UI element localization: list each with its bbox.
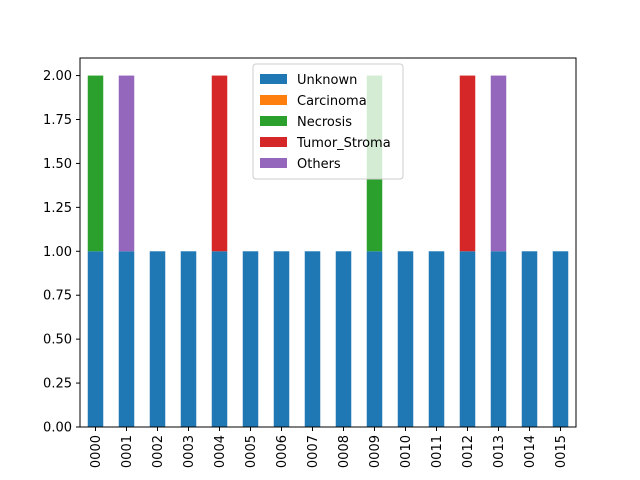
bar-tumor_stroma-0004	[211, 75, 228, 252]
bar-unknown-0012	[459, 251, 476, 427]
bar-unknown-0002	[149, 251, 166, 427]
bar-unknown-0015	[552, 251, 569, 427]
y-tick-label: 0.25	[43, 377, 72, 392]
legend-swatch-tumor_stroma	[260, 137, 287, 147]
bar-others-0013	[490, 75, 507, 252]
bar-unknown-0001	[118, 251, 135, 427]
legend-swatch-others	[260, 158, 287, 168]
x-tick-label: 0012	[461, 435, 476, 468]
y-tick-label: 2.00	[43, 69, 72, 84]
legend-swatch-necrosis	[260, 116, 287, 126]
y-tick-label: 0.50	[43, 333, 72, 348]
legend: Unknown Carcinoma Necrosis Tumor_Stroma Othe…	[252, 63, 404, 180]
bar-necrosis-0000	[87, 75, 104, 252]
bar-tumor_stroma-0012	[459, 75, 476, 252]
x-tick-label: 0011	[430, 435, 445, 468]
x-tick-label: 0001	[120, 435, 135, 468]
x-tick-label: 0000	[89, 435, 104, 468]
bar-unknown-0008	[335, 251, 352, 427]
x-tick-label: 0009	[368, 435, 383, 468]
legend-label-tumor_stroma: Tumor_Stroma	[296, 136, 391, 151]
x-axis: 0000 0001 0002 0003 0004 0005 0006 0007 0008 0009…	[89, 427, 569, 468]
x-tick-label: 0004	[213, 435, 228, 468]
bar-unknown-0011	[428, 251, 445, 427]
bar-unknown-0004	[211, 251, 228, 427]
y-tick-label: 1.75	[43, 113, 72, 128]
legend-label-others: Others	[297, 157, 341, 172]
bar-unknown-0014	[521, 251, 538, 427]
x-tick-label: 0003	[182, 435, 197, 468]
x-tick-label: 0005	[244, 435, 259, 468]
y-tick-label: 1.00	[43, 245, 72, 260]
bar-unknown-0009	[366, 251, 383, 427]
bars-layer	[87, 75, 569, 427]
bar-unknown-0005	[242, 251, 259, 427]
y-tick-label: 0.75	[43, 289, 72, 304]
bar-unknown-0000	[87, 251, 104, 427]
bar-others-0001	[118, 75, 135, 252]
bar-unknown-0013	[490, 251, 507, 427]
y-tick-label: 1.25	[43, 201, 72, 216]
bar-unknown-0007	[304, 251, 321, 427]
x-tick-label: 0002	[151, 435, 166, 468]
y-axis: 0.00 0.25 0.50 0.75 1.00 1.25 1.50 1.75 2.00	[43, 69, 80, 436]
legend-swatch-carcinoma	[260, 95, 287, 105]
x-tick-label: 0010	[399, 435, 414, 468]
bar-unknown-0010	[397, 251, 414, 427]
x-tick-label: 0014	[523, 435, 538, 468]
legend-box	[252, 63, 404, 180]
y-tick-label: 1.50	[43, 157, 72, 172]
legend-label-necrosis: Necrosis	[297, 115, 352, 130]
x-tick-label: 0006	[275, 435, 290, 468]
x-tick-label: 0008	[337, 435, 352, 468]
legend-label-unknown: Unknown	[297, 73, 357, 88]
bar-unknown-0003	[180, 251, 197, 427]
plot-frame	[79, 57, 577, 428]
y-tick-label: 0.00	[43, 421, 72, 436]
x-tick-label: 0013	[492, 435, 507, 468]
x-tick-label: 0007	[306, 435, 321, 468]
x-tick-label: 0015	[554, 435, 569, 468]
legend-label-carcinoma: Carcinoma	[297, 94, 367, 109]
legend-swatch-unknown	[260, 74, 287, 84]
bar-unknown-0006	[273, 251, 290, 427]
